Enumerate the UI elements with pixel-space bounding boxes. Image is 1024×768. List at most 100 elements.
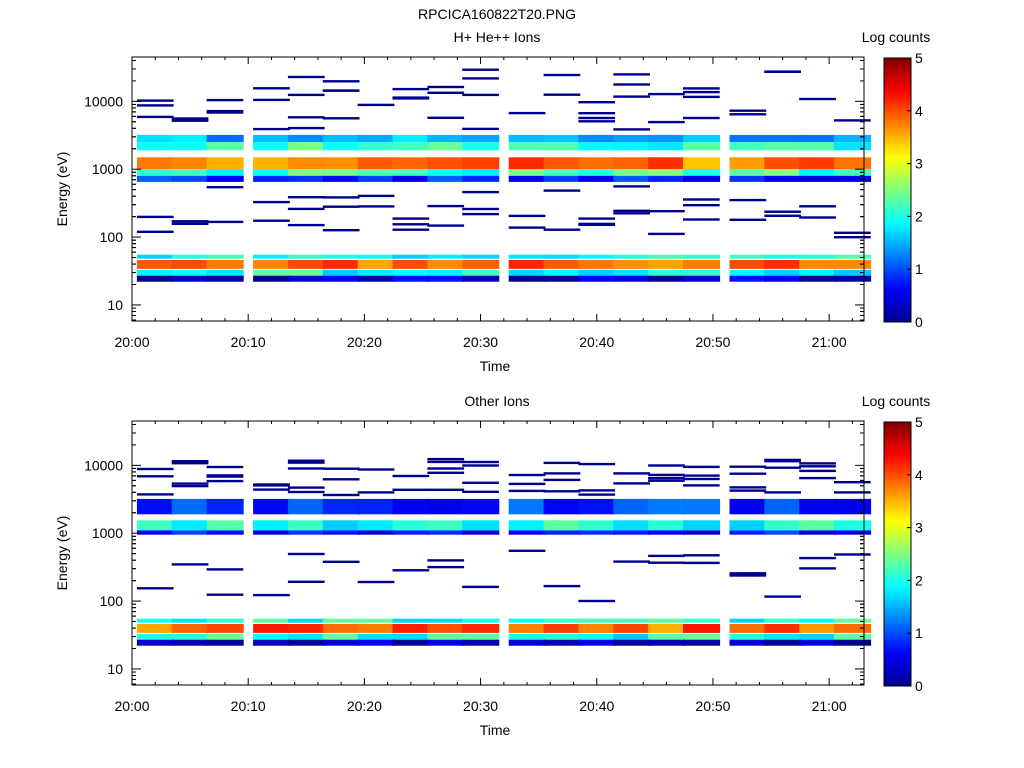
- heatmap-cell: [462, 624, 500, 633]
- heatmap-cell: [764, 169, 802, 176]
- single-count-streak: [171, 460, 209, 463]
- heatmap-cell: [648, 275, 686, 282]
- heatmap-cell: [427, 157, 465, 170]
- heatmap-cell: [171, 260, 209, 269]
- heatmap-cell: [253, 157, 291, 170]
- heatmap-cell: [799, 142, 837, 151]
- single-count-streak: [253, 484, 290, 487]
- heatmap-cell: [357, 530, 395, 535]
- single-count-streak: [683, 204, 720, 207]
- heatmap-cell: [543, 498, 581, 515]
- heatmap-cell: [462, 530, 500, 535]
- heatmap-cell: [834, 142, 872, 151]
- panel-other-ions: Other Ions 20:00 20:10 20:20 20:30 20:40 20:5…: [54, 393, 930, 738]
- heatmap-cell: [392, 275, 430, 282]
- colorbar: [883, 421, 912, 687]
- x-tick-label: 20:50: [695, 334, 730, 350]
- heatmap-cell: [508, 260, 546, 269]
- single-count-streak: [729, 574, 767, 577]
- colorbar-tick-label: 0: [915, 678, 923, 694]
- single-count-streak: [357, 580, 395, 584]
- colorbar-tick-label: 2: [915, 208, 923, 224]
- single-count-streak: [287, 93, 325, 97]
- heatmap-cell: [648, 175, 686, 182]
- heatmap-cell: [683, 134, 721, 143]
- single-count-streak: [683, 477, 720, 481]
- heatmap-cell: [392, 498, 430, 515]
- single-count-streak: [764, 70, 801, 73]
- single-count-streak: [171, 462, 209, 465]
- heatmap-cell: [543, 175, 581, 182]
- colorbar-tick-label: 4: [915, 467, 923, 483]
- x-axis-label: Time: [480, 358, 511, 374]
- single-count-streak: [729, 198, 767, 202]
- heatmap-cell: [357, 169, 395, 176]
- single-count-streak: [253, 98, 290, 102]
- single-count-streak: [543, 189, 581, 192]
- heatmap-cell: [578, 498, 616, 515]
- single-count-streak: [578, 489, 616, 492]
- single-count-streak: [683, 87, 720, 90]
- single-count-streak: [834, 491, 871, 494]
- heatmap-cell: [253, 275, 291, 282]
- single-count-streak: [543, 490, 581, 493]
- single-count-streak: [834, 481, 871, 484]
- single-count-streak: [427, 224, 465, 227]
- heatmap-cell: [206, 618, 244, 623]
- heatmap-cell: [357, 639, 395, 646]
- single-count-streak: [287, 116, 325, 119]
- heatmap-cell: [648, 269, 686, 276]
- single-count-streak: [648, 120, 685, 124]
- heatmap-cell: [392, 624, 430, 633]
- heatmap-cell: [206, 142, 244, 151]
- single-count-streak: [648, 232, 685, 236]
- single-count-streak: [206, 593, 244, 596]
- heatmap-cell: [136, 175, 174, 182]
- heatmap-cell: [206, 639, 244, 646]
- x-tick-label: 20:20: [347, 334, 382, 350]
- single-count-streak: [322, 196, 360, 199]
- heatmap-cell: [799, 269, 837, 276]
- heatmap-cell: [834, 520, 872, 531]
- heatmap-cell: [392, 254, 430, 259]
- heatmap-cell: [648, 633, 686, 640]
- heatmap-cell: [206, 254, 244, 259]
- single-count-streak: [427, 204, 465, 208]
- heatmap-cell: [206, 169, 244, 176]
- y-tick-label: 100: [100, 593, 124, 609]
- heatmap-cell: [613, 275, 651, 282]
- heatmap-cell: [578, 633, 616, 640]
- colorbar-tick-label: 1: [915, 261, 923, 277]
- heatmap-cell: [613, 520, 651, 531]
- heatmap-cell: [462, 520, 500, 531]
- heatmap-cell: [253, 175, 291, 182]
- single-count-streak: [427, 471, 465, 474]
- single-count-streak: [729, 465, 767, 468]
- single-count-streak: [287, 580, 325, 583]
- heatmap-cell: [508, 157, 546, 170]
- heatmap-cell: [613, 269, 651, 276]
- x-tick-label: 20:00: [114, 698, 149, 714]
- single-count-streak: [171, 222, 209, 225]
- single-count-streak: [322, 89, 360, 92]
- heatmap-cell: [578, 624, 616, 633]
- colorbar-tick-label: 5: [915, 414, 923, 430]
- heatmap-cell: [287, 275, 325, 282]
- heatmap-cell: [462, 134, 500, 143]
- heatmap-cell: [729, 254, 767, 259]
- heatmap-cell: [799, 520, 837, 531]
- heatmap-cell: [683, 169, 721, 176]
- single-count-streak: [729, 218, 767, 221]
- single-count-streak: [392, 223, 430, 226]
- y-tick-label: 100: [100, 229, 124, 245]
- heatmap-cell: [171, 639, 209, 646]
- heatmap-cell: [357, 175, 395, 182]
- heatmap-cell: [171, 498, 209, 515]
- single-count-streak: [462, 93, 499, 97]
- x-tick-label: 21:00: [812, 334, 847, 350]
- heatmap-cell: [287, 175, 325, 182]
- single-count-streak: [799, 476, 836, 480]
- heatmap-cell: [427, 618, 465, 623]
- heatmap-cell: [799, 169, 837, 176]
- x-tick-label: 20:10: [231, 698, 266, 714]
